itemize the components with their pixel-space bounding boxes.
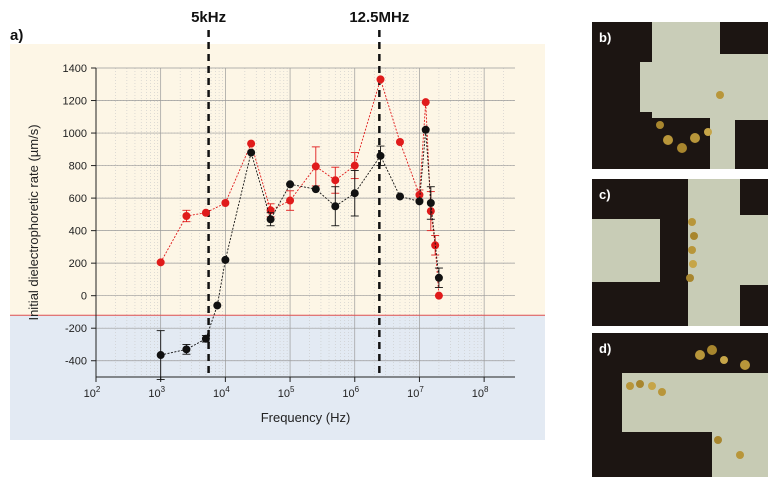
data-point — [286, 180, 295, 189]
x-tick-label: 108 — [472, 385, 489, 400]
data-point — [331, 202, 340, 211]
data-point — [247, 148, 256, 157]
x-tick-label: 104 — [213, 385, 230, 400]
micrograph-b: b) — [592, 22, 768, 169]
data-point — [201, 208, 210, 217]
y-tick-label: 0 — [81, 291, 87, 303]
x-tick-label: 105 — [278, 385, 295, 400]
series-red — [156, 75, 443, 300]
data-point — [426, 198, 435, 207]
data-point — [431, 241, 440, 250]
data-point — [213, 301, 222, 310]
y-tick-label: -400 — [65, 356, 87, 368]
y-tick-label: 800 — [69, 161, 87, 173]
frequency-annotations: 5kHz 12.5MHz — [191, 9, 409, 377]
data-point — [395, 192, 404, 201]
positive-rate-region — [10, 44, 545, 316]
negative-rate-region — [10, 315, 545, 440]
y-axis-title: Initial dielectrophoretic rate (µm/s) — [26, 124, 41, 320]
series-black — [156, 125, 443, 380]
data-point — [415, 190, 424, 199]
data-point — [182, 345, 191, 354]
data-point — [350, 161, 359, 170]
data-point — [221, 255, 230, 264]
x-tick-label: 102 — [84, 385, 101, 400]
annotation-label: 5kHz — [191, 9, 226, 26]
x-tick-label: 107 — [407, 385, 424, 400]
data-point — [201, 334, 210, 343]
micrograph-d-label: d) — [599, 341, 611, 356]
data-point — [376, 75, 385, 84]
data-point — [434, 273, 443, 282]
y-tick-label: 200 — [69, 258, 87, 270]
data-point — [182, 211, 191, 220]
y-tick-label: 1000 — [63, 128, 87, 140]
y-tick-label: 1400 — [63, 63, 87, 75]
x-tick-label: 106 — [342, 385, 359, 400]
data-point — [376, 151, 385, 160]
micrograph-d: d) — [592, 333, 768, 477]
data-point — [286, 196, 295, 205]
data-point — [247, 139, 256, 148]
data-point — [434, 291, 443, 300]
y-tick-label: 400 — [69, 226, 87, 238]
panel-label: a) — [10, 27, 23, 44]
data-point — [311, 185, 320, 194]
series-layer — [156, 75, 443, 380]
micrograph-c-label: c) — [599, 187, 611, 202]
micrograph-c: c) — [592, 179, 768, 326]
micrograph-b-label: b) — [599, 30, 611, 45]
data-point — [311, 162, 320, 171]
y-tick-label: -200 — [65, 323, 87, 335]
y-tick-labels: 1400 1200 1000 800 600 400 200 0 -200 -400 — [63, 63, 87, 368]
data-point — [156, 258, 165, 267]
series-line — [160, 77, 440, 296]
x-tick-labels: 102 103 104 105 106 107 108 — [84, 385, 489, 400]
data-point — [395, 137, 404, 146]
data-point — [331, 176, 340, 185]
data-point — [156, 351, 165, 360]
data-point — [421, 125, 430, 134]
annotation-label: 12.5MHz — [349, 9, 409, 26]
data-point — [415, 197, 424, 206]
data-point — [221, 198, 230, 207]
data-point — [421, 98, 430, 107]
y-tick-label: 600 — [69, 193, 87, 205]
data-point — [266, 215, 275, 224]
data-point — [350, 189, 359, 198]
y-tick-label: 1200 — [63, 96, 87, 108]
x-tick-label: 103 — [148, 385, 165, 400]
x-axis-title: Frequency (Hz) — [261, 410, 351, 425]
